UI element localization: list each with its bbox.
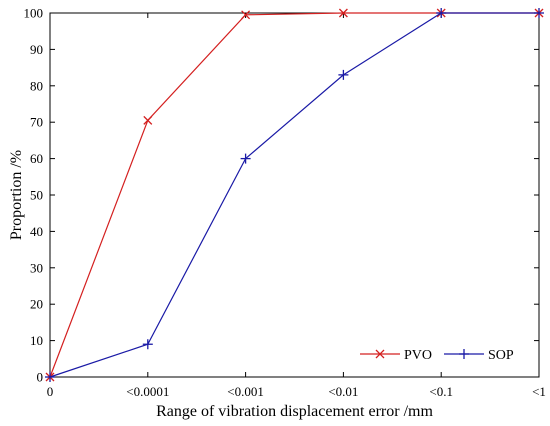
data-point-sop bbox=[534, 8, 544, 18]
data-point-pvo bbox=[338, 8, 348, 18]
x-axis: 0 <0.0001 <0.001 <0.01 <0.1 <1 bbox=[47, 13, 546, 399]
legend-label-pvo: PVO bbox=[404, 348, 432, 363]
series-line-sop bbox=[49, 12, 539, 378]
x-tick-label: <0.1 bbox=[429, 384, 453, 399]
x-tick-label: <1 bbox=[532, 384, 546, 399]
x-tick-label: <0.01 bbox=[328, 384, 358, 399]
x-tick-label: 0 bbox=[47, 384, 54, 399]
data-point-pvo bbox=[143, 115, 153, 125]
y-axis-title: Proportion /% bbox=[8, 150, 25, 240]
x-tick-label: <0.001 bbox=[227, 384, 264, 399]
data-point-sop bbox=[436, 8, 447, 18]
y-tick-label: 60 bbox=[30, 151, 43, 166]
y-tick-label: 70 bbox=[30, 115, 43, 130]
legend-label-sop: SOP bbox=[488, 348, 514, 363]
y-tick-label: 0 bbox=[37, 370, 44, 385]
data-point-sop bbox=[338, 69, 349, 80]
y-tick-label: 40 bbox=[30, 224, 43, 239]
legend-marker-pvo bbox=[375, 349, 385, 359]
data-point-pvo-stroke bbox=[338, 8, 348, 18]
y-tick-label: 50 bbox=[30, 188, 43, 203]
y-tick-label: 30 bbox=[30, 260, 43, 275]
legend-marker-sop bbox=[459, 349, 469, 359]
data-point-pvo-stroke bbox=[241, 10, 251, 20]
y-tick-label: 80 bbox=[30, 78, 43, 93]
y-tick-label: 10 bbox=[30, 333, 43, 348]
data-point-sop bbox=[240, 153, 251, 164]
series-layer bbox=[45, 8, 544, 382]
y-tick-label: 100 bbox=[24, 6, 44, 21]
x-axis-title: Range of vibration displacement error /m… bbox=[156, 403, 433, 420]
x-tick-label: <0.0001 bbox=[126, 384, 169, 399]
plot-area bbox=[49, 12, 540, 378]
data-point-pvo bbox=[241, 10, 251, 20]
y-tick-label: 20 bbox=[30, 297, 43, 312]
legend-marker-pvo-stroke bbox=[375, 349, 385, 359]
y-tick-label: 90 bbox=[30, 42, 43, 57]
data-point-sop bbox=[142, 339, 153, 350]
y-axis: 0 10 20 30 40 50 60 70 80 90 100 bbox=[24, 6, 539, 385]
data-point-sop bbox=[45, 372, 55, 382]
legend: PVO SOP bbox=[356, 340, 530, 368]
data-point-pvo-stroke bbox=[143, 115, 153, 125]
